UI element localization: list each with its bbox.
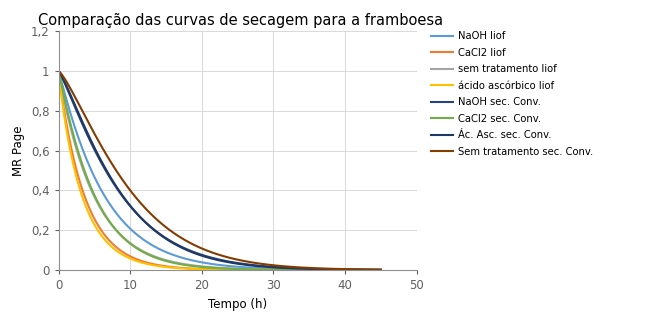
Line: NaOH liof: NaOH liof bbox=[59, 71, 381, 270]
Legend: NaOH liof, CaCl2 liof, sem tratamento liof, ácido ascórbico liof, NaOH sec. Conv: NaOH liof, CaCl2 liof, sem tratamento li… bbox=[431, 31, 593, 157]
X-axis label: Tempo (h): Tempo (h) bbox=[208, 298, 267, 311]
CaCl2 sec. Conv. bbox=[229, 267, 237, 271]
sem tratamento liof bbox=[369, 268, 377, 272]
ácido ascórbico liof bbox=[377, 268, 385, 272]
Line: Sem tratamento sec. Conv.: Sem tratamento sec. Conv. bbox=[59, 71, 381, 270]
Sem tratamento sec. Conv. bbox=[377, 268, 385, 272]
sem tratamento liof bbox=[247, 267, 255, 271]
Sem tratamento sec. Conv. bbox=[210, 251, 217, 255]
Line: Ác. Asc. sec. Conv.: Ác. Asc. sec. Conv. bbox=[59, 71, 381, 270]
ácido ascórbico liof bbox=[210, 268, 217, 271]
sem tratamento liof bbox=[377, 268, 385, 272]
ácido ascórbico liof bbox=[208, 268, 215, 271]
CaCl2 liof bbox=[55, 69, 62, 73]
CaCl2 liof bbox=[208, 268, 215, 271]
Y-axis label: MR Page: MR Page bbox=[12, 126, 25, 176]
NaOH sec. Conv. bbox=[377, 268, 385, 272]
Sem tratamento sec. Conv. bbox=[55, 69, 62, 73]
Ác. Asc. sec. Conv. bbox=[319, 268, 327, 271]
CaCl2 liof bbox=[377, 268, 385, 272]
Sem tratamento sec. Conv. bbox=[208, 251, 215, 254]
Line: CaCl2 sec. Conv.: CaCl2 sec. Conv. bbox=[59, 71, 381, 270]
NaOH liof bbox=[247, 266, 255, 269]
Text: Comparação das curvas de secagem para a framboesa: Comparação das curvas de secagem para a … bbox=[38, 13, 443, 28]
CaCl2 sec. Conv. bbox=[247, 268, 255, 271]
NaOH sec. Conv. bbox=[369, 268, 377, 272]
NaOH sec. Conv. bbox=[210, 256, 217, 260]
Sem tratamento sec. Conv. bbox=[319, 267, 327, 270]
CaCl2 sec. Conv. bbox=[210, 266, 217, 270]
CaCl2 liof bbox=[369, 268, 377, 272]
CaCl2 sec. Conv. bbox=[319, 268, 327, 272]
Ác. Asc. sec. Conv. bbox=[247, 263, 255, 267]
sem tratamento liof bbox=[229, 267, 237, 270]
sem tratamento liof bbox=[55, 69, 62, 73]
Ác. Asc. sec. Conv. bbox=[55, 69, 62, 73]
NaOH sec. Conv. bbox=[319, 267, 327, 271]
CaCl2 sec. Conv. bbox=[369, 268, 377, 272]
Ác. Asc. sec. Conv. bbox=[210, 257, 217, 261]
Sem tratamento sec. Conv. bbox=[229, 257, 237, 261]
Line: CaCl2 liof: CaCl2 liof bbox=[59, 71, 381, 270]
ácido ascórbico liof bbox=[369, 268, 377, 272]
Line: NaOH sec. Conv.: NaOH sec. Conv. bbox=[59, 71, 381, 270]
ácido ascórbico liof bbox=[319, 268, 327, 272]
NaOH sec. Conv. bbox=[208, 256, 215, 260]
NaOH liof bbox=[210, 263, 217, 266]
CaCl2 liof bbox=[210, 268, 217, 271]
NaOH liof bbox=[377, 268, 385, 272]
CaCl2 sec. Conv. bbox=[377, 268, 385, 272]
Ác. Asc. sec. Conv. bbox=[369, 268, 377, 272]
sem tratamento liof bbox=[208, 265, 215, 269]
NaOH liof bbox=[319, 268, 327, 272]
CaCl2 sec. Conv. bbox=[55, 69, 62, 73]
CaCl2 liof bbox=[247, 268, 255, 272]
Ác. Asc. sec. Conv. bbox=[229, 261, 237, 265]
NaOH sec. Conv. bbox=[247, 263, 255, 267]
CaCl2 liof bbox=[319, 268, 327, 272]
Sem tratamento sec. Conv. bbox=[247, 260, 255, 264]
Line: ácido ascórbico liof: ácido ascórbico liof bbox=[59, 71, 381, 270]
ácido ascórbico liof bbox=[247, 268, 255, 272]
NaOH sec. Conv. bbox=[55, 69, 62, 73]
CaCl2 sec. Conv. bbox=[208, 266, 215, 270]
sem tratamento liof bbox=[319, 268, 327, 272]
NaOH liof bbox=[55, 69, 62, 73]
CaCl2 liof bbox=[229, 268, 237, 272]
sem tratamento liof bbox=[210, 266, 217, 269]
ácido ascórbico liof bbox=[229, 268, 237, 272]
Line: sem tratamento liof: sem tratamento liof bbox=[59, 71, 381, 270]
Ác. Asc. sec. Conv. bbox=[377, 268, 385, 272]
Ác. Asc. sec. Conv. bbox=[208, 257, 215, 260]
NaOH liof bbox=[229, 264, 237, 268]
NaOH liof bbox=[208, 262, 215, 266]
Sem tratamento sec. Conv. bbox=[369, 268, 377, 272]
NaOH liof bbox=[369, 268, 377, 272]
ácido ascórbico liof bbox=[55, 69, 62, 73]
NaOH sec. Conv. bbox=[229, 260, 237, 264]
